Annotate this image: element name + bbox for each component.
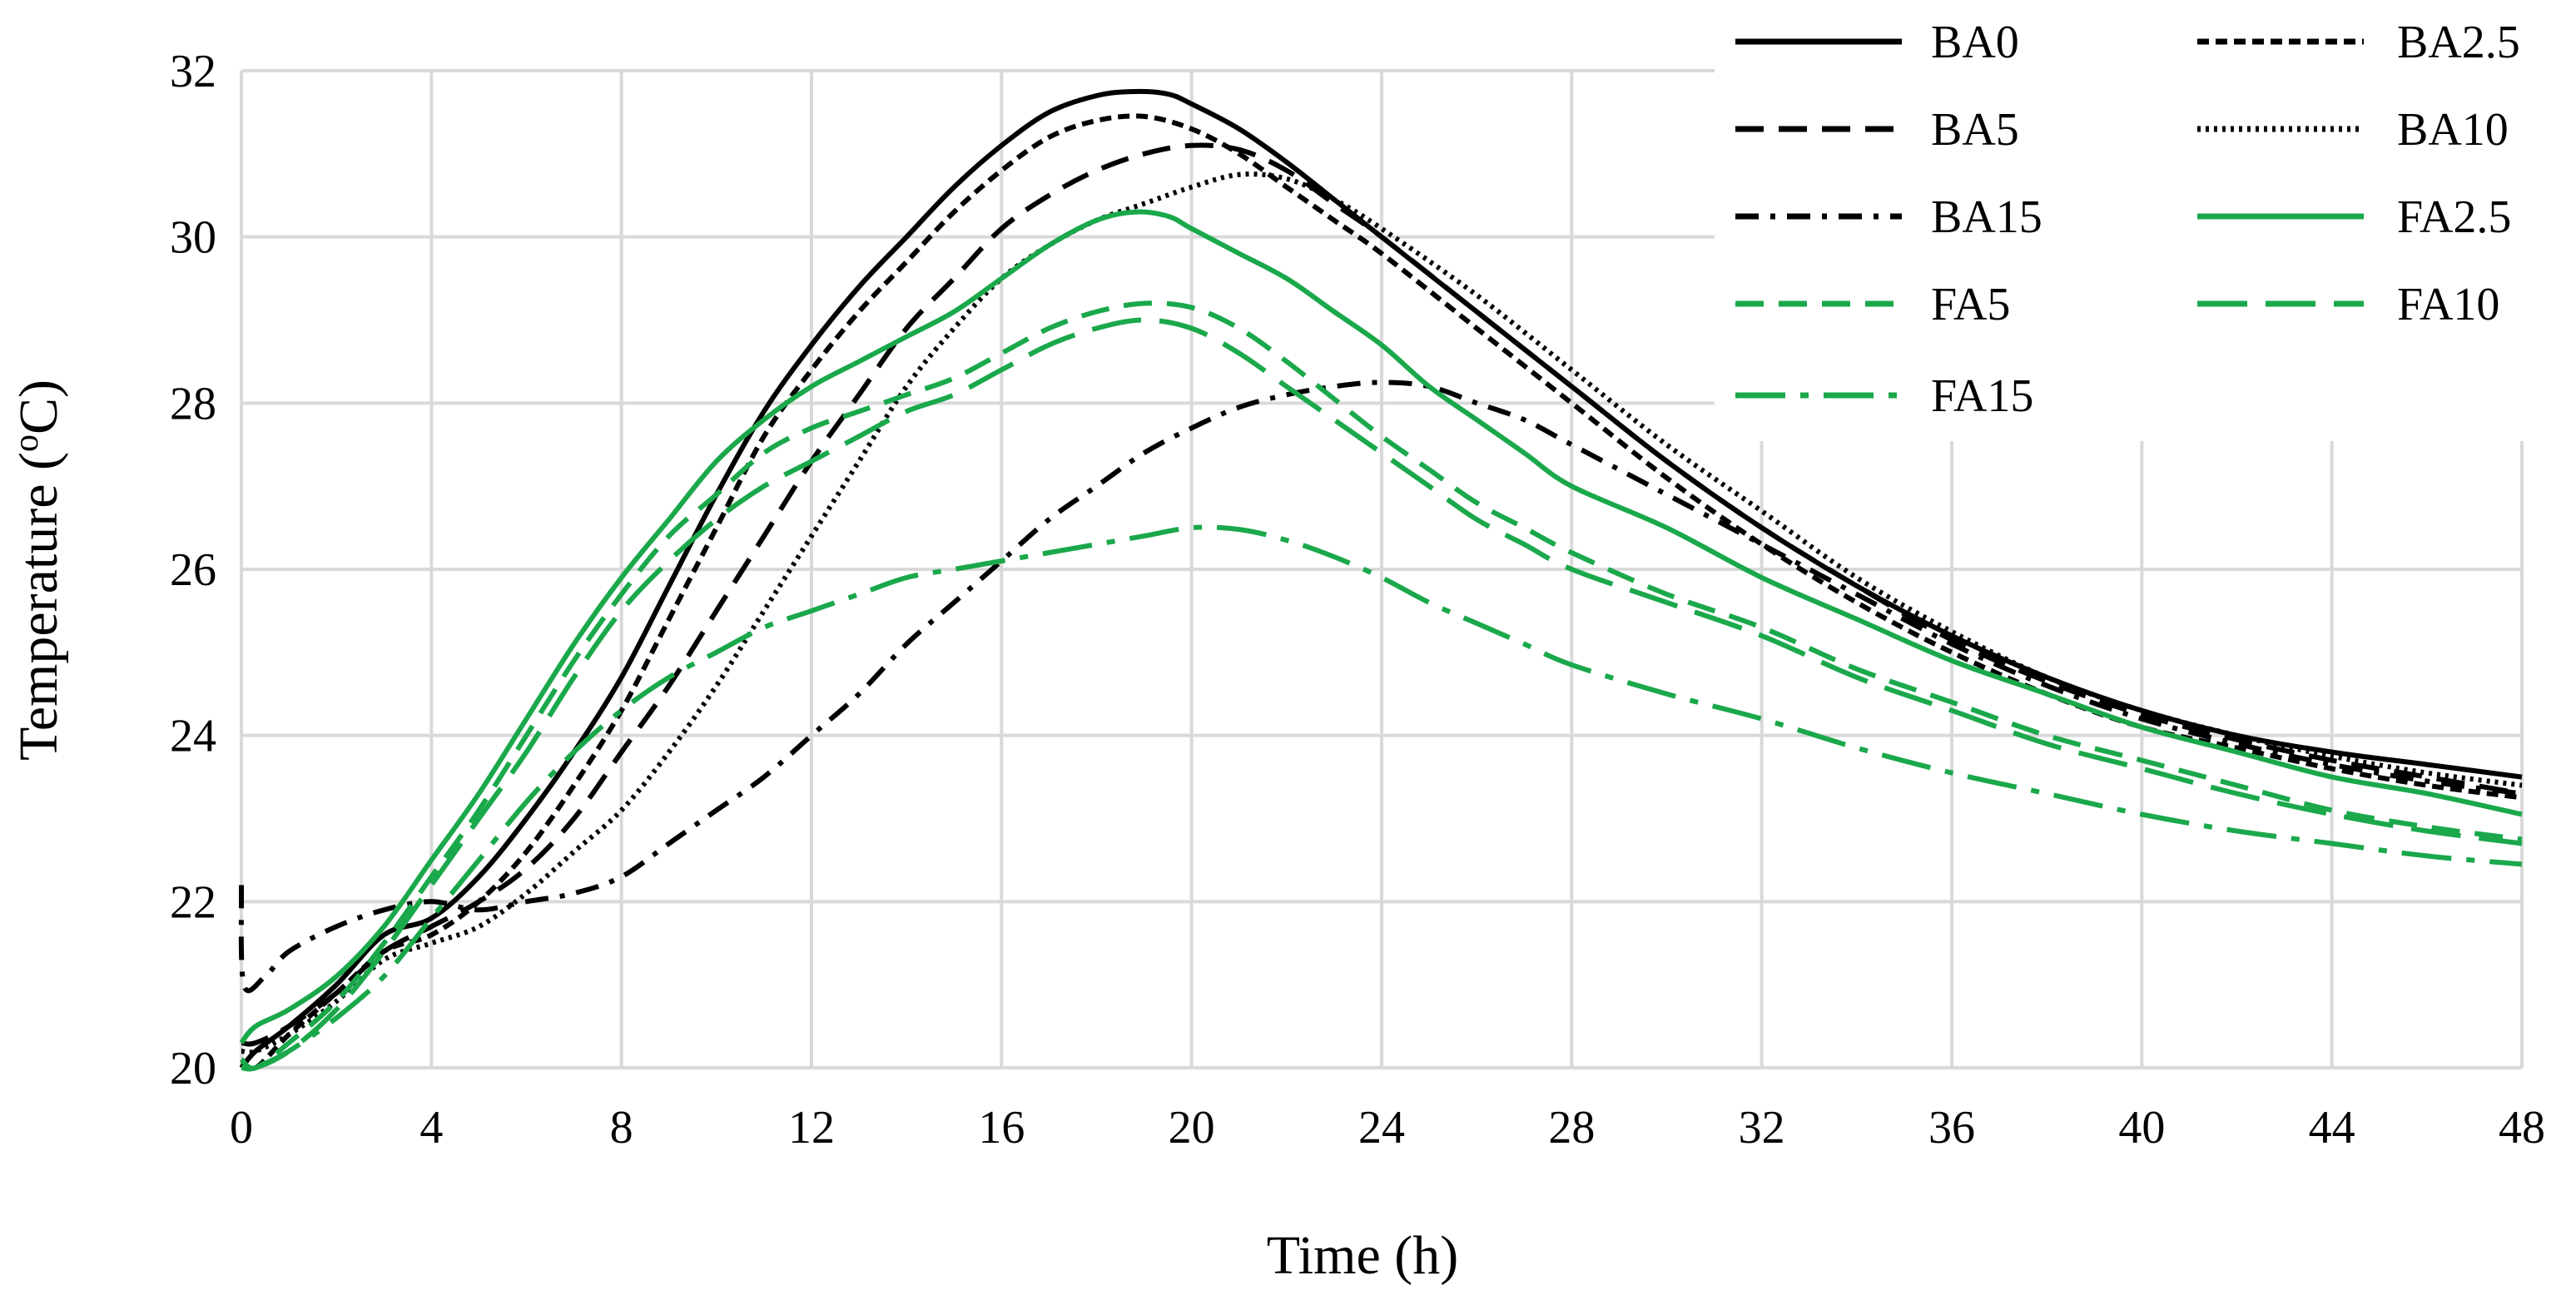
legend-label-ba2-5: BA2.5 bbox=[2397, 17, 2520, 68]
y-axis-title: Temperature (oC) bbox=[7, 380, 69, 761]
x-axis-title: Time (h) bbox=[1267, 1225, 1458, 1286]
y-axis-title-prefix: Temperature ( bbox=[8, 452, 69, 761]
series-line-fa15 bbox=[254, 524, 2523, 1070]
x-tick-label: 28 bbox=[1548, 1102, 1595, 1154]
x-tick-label: 24 bbox=[1358, 1102, 1405, 1154]
y-axis-title-degree: o bbox=[7, 434, 46, 452]
series-line-fa5 bbox=[240, 300, 2523, 1071]
y-tick-label: 24 bbox=[170, 711, 216, 762]
x-tick-label: 12 bbox=[788, 1102, 835, 1154]
legend-label-ba0: BA0 bbox=[1931, 17, 2019, 68]
series-line-fa2-5 bbox=[239, 209, 2523, 1044]
series-layer bbox=[238, 88, 2523, 1072]
y-tick-label: 32 bbox=[170, 46, 216, 97]
legend: BA0 BA2.5 BA5 BA10 BA15 FA2.5 FA5 FA10 FA15 bbox=[1735, 17, 2520, 422]
x-tick-label: 20 bbox=[1169, 1102, 1215, 1154]
x-tick-label: 8 bbox=[610, 1102, 633, 1154]
legend-label-ba15: BA15 bbox=[1931, 191, 2042, 243]
legend-label-fa10: FA10 bbox=[2397, 279, 2499, 330]
y-tick-label: 26 bbox=[170, 544, 216, 596]
series-line-ba15 bbox=[238, 380, 2523, 994]
legend-label-ba5: BA5 bbox=[1931, 104, 2019, 156]
legend-label-fa2-5: FA2.5 bbox=[2397, 191, 2511, 243]
x-tick-label: 48 bbox=[2499, 1102, 2545, 1154]
x-tick-label: 36 bbox=[1928, 1102, 1975, 1154]
x-tick-label: 16 bbox=[978, 1102, 1025, 1154]
y-tick-label: 28 bbox=[170, 378, 216, 429]
series-line-ba0 bbox=[239, 88, 2523, 1069]
x-tick-label: 44 bbox=[2309, 1102, 2355, 1154]
y-tick-label: 20 bbox=[170, 1043, 216, 1094]
y-tick-label: 30 bbox=[170, 212, 216, 264]
x-tick-label: 0 bbox=[230, 1102, 253, 1154]
legend-label-fa5: FA5 bbox=[1931, 279, 2010, 330]
legend-label-fa15: FA15 bbox=[1931, 370, 2033, 422]
y-tick-label: 22 bbox=[170, 876, 216, 928]
series-line-ba2-5 bbox=[239, 113, 2523, 1072]
legend-background bbox=[1715, 8, 2576, 441]
legend-label-ba10: BA10 bbox=[2397, 104, 2509, 156]
x-tick-label: 32 bbox=[1739, 1102, 1785, 1154]
series-line-fa10 bbox=[241, 317, 2523, 1072]
x-tick-label: 40 bbox=[2118, 1102, 2165, 1154]
y-axis-title-suffix: C) bbox=[8, 380, 69, 434]
series-line-ba10 bbox=[241, 171, 2523, 1055]
x-tick-label: 4 bbox=[419, 1102, 443, 1154]
series-line-ba5 bbox=[241, 142, 2523, 1047]
